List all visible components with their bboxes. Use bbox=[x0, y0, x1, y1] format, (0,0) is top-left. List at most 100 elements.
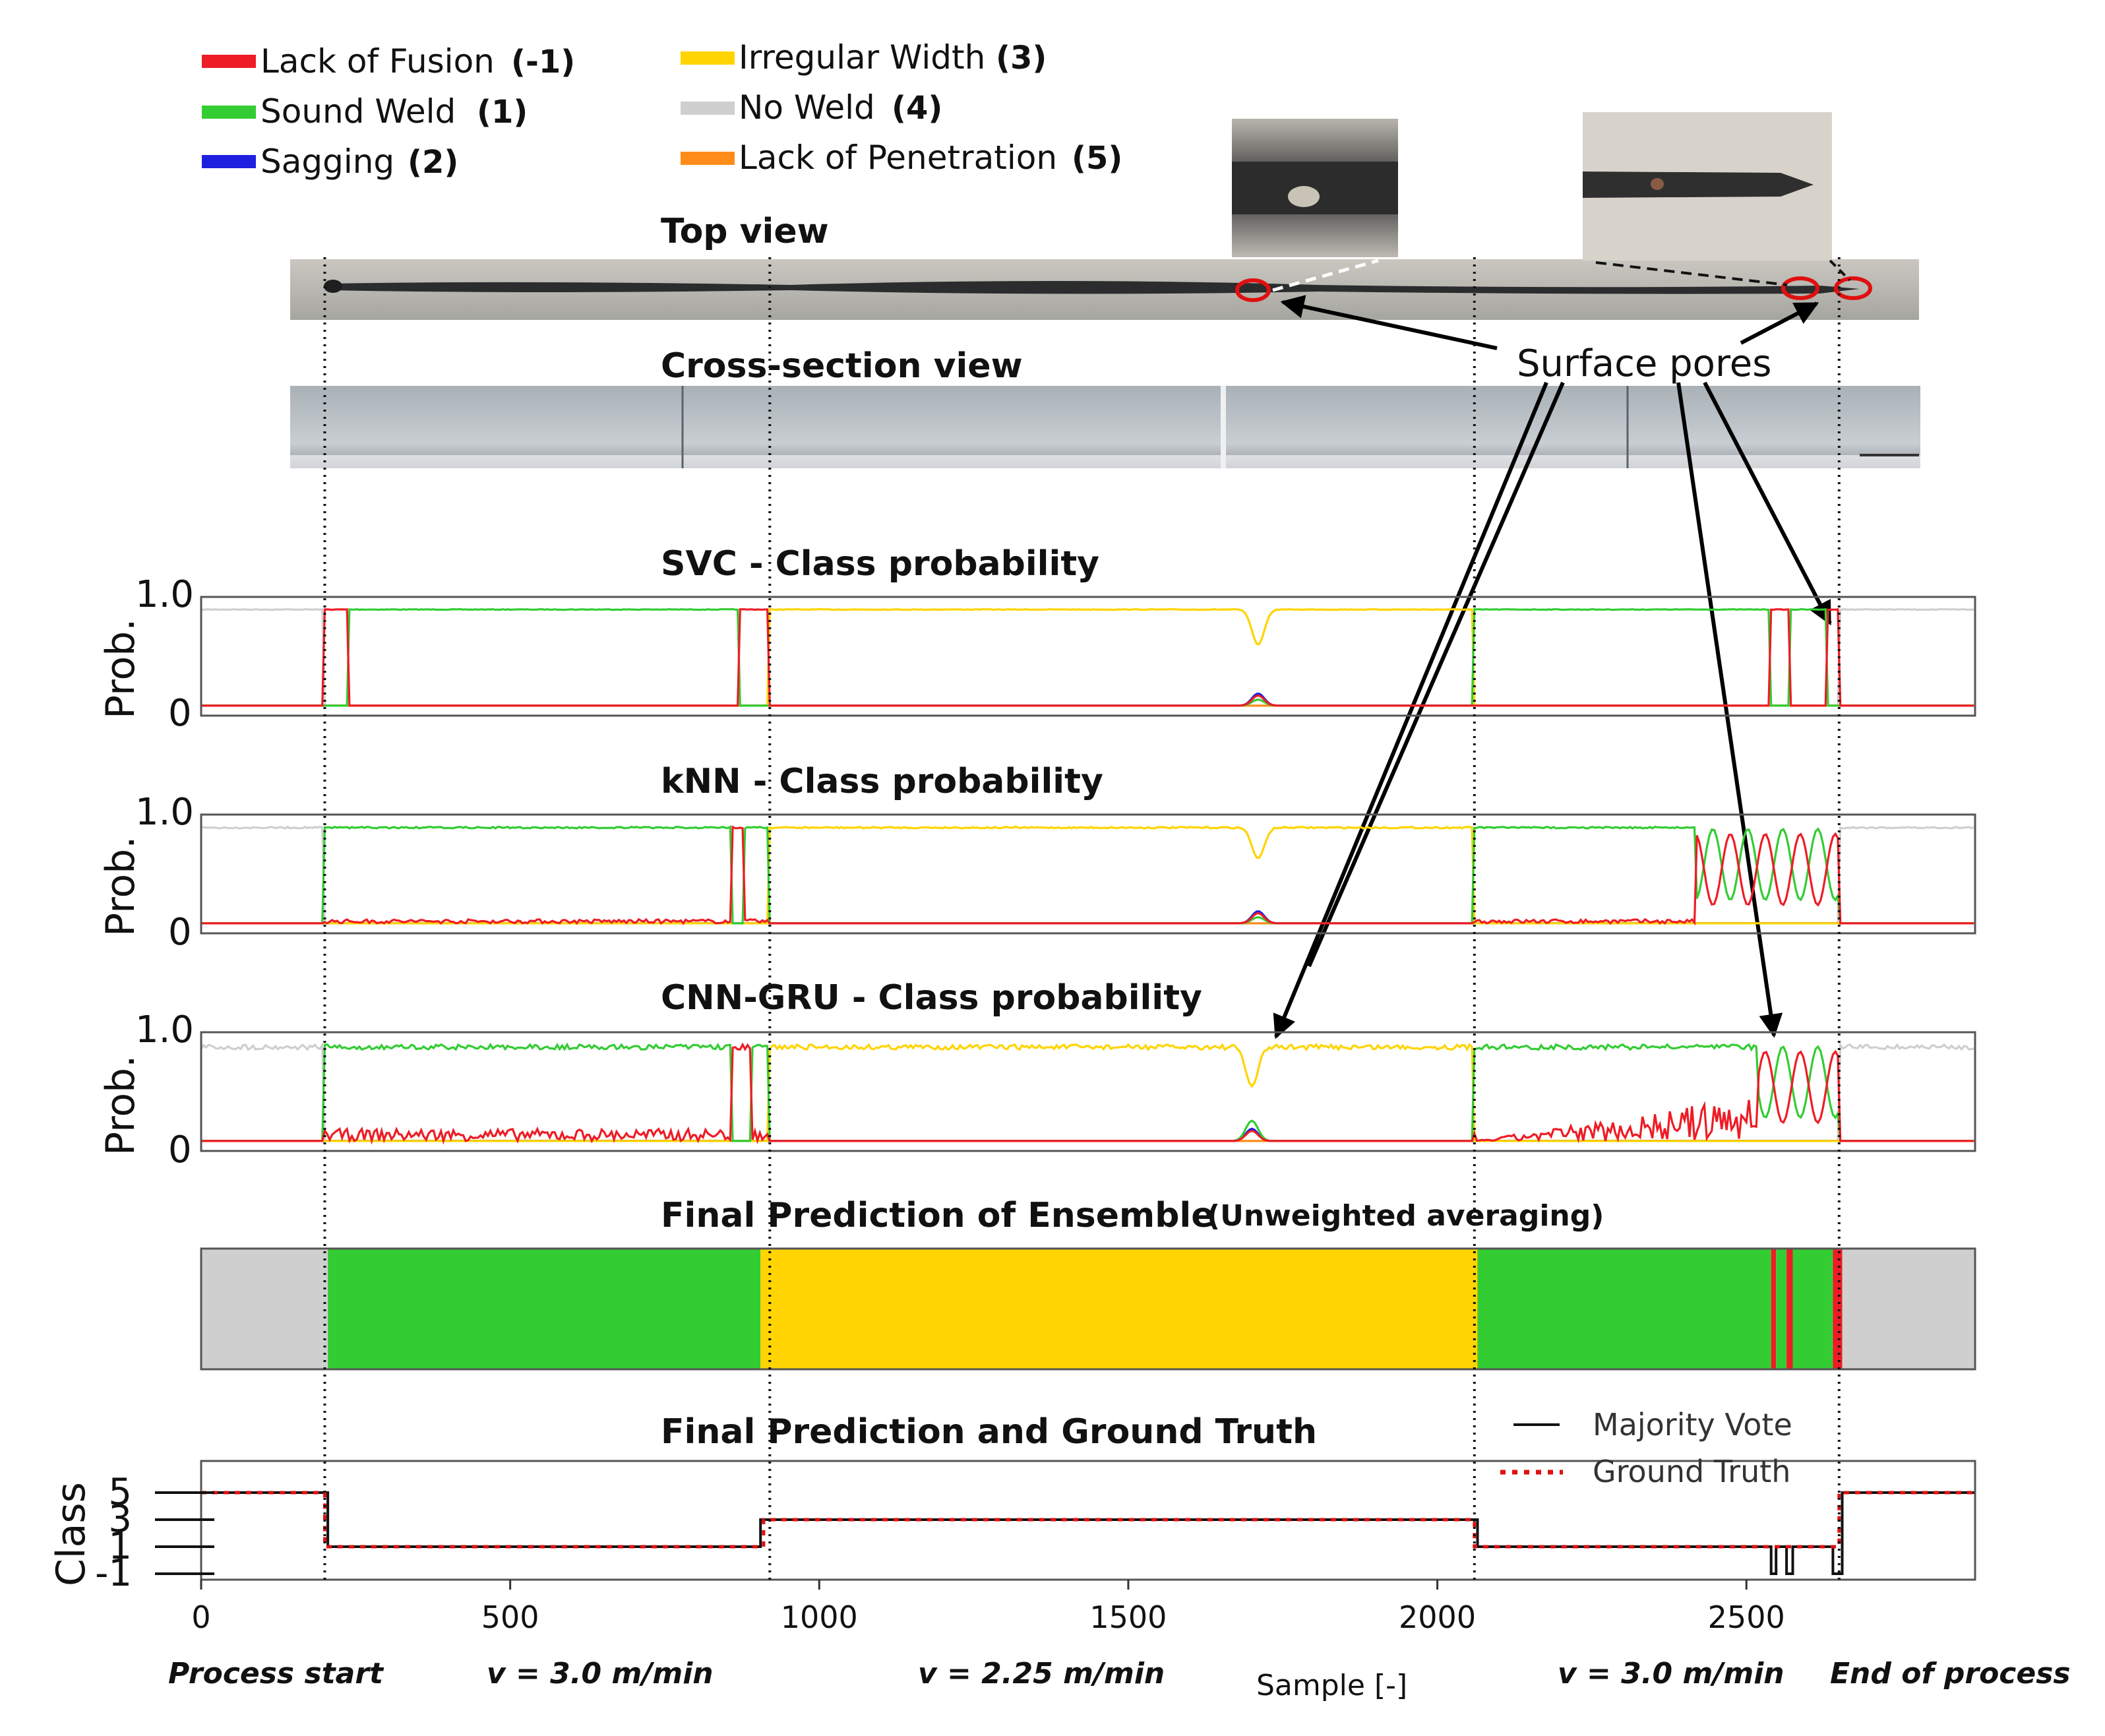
svc-panel: 1.0 0 Prob. bbox=[98, 573, 1976, 735]
svc-plot-area bbox=[200, 607, 1974, 707]
series-line-4 bbox=[200, 1041, 1974, 1142]
legend-item-irregular-width: Irregular Width (3) bbox=[681, 38, 1047, 77]
process-start-label: Process start bbox=[168, 1657, 384, 1690]
top-view-photo bbox=[290, 259, 1919, 320]
phase-boundaries bbox=[323, 257, 1841, 1583]
legend-item-lack-of-fusion: Lack of Fusion (-1) bbox=[202, 42, 575, 80]
legend-swatch bbox=[681, 152, 735, 165]
speed-3-label: v = 3.0 m/min bbox=[1558, 1657, 1785, 1690]
ensemble-frame bbox=[200, 1247, 1976, 1371]
callout-arrows bbox=[1273, 295, 1832, 1039]
series-line-m1 bbox=[201, 607, 1974, 707]
class-tick-label: 1 bbox=[108, 1525, 132, 1568]
x-tick-label: 1500 bbox=[1089, 1599, 1167, 1635]
legend-label: Irregular Width bbox=[739, 38, 985, 77]
legend-item-sound-weld: Sound Weld (1) bbox=[202, 92, 528, 131]
legend-code: (1) bbox=[477, 94, 528, 131]
series-line-3 bbox=[201, 1043, 1974, 1142]
ensemble-segment bbox=[1792, 1249, 1833, 1369]
ensemble-subtitle: (Unweighted averaging) bbox=[1207, 1199, 1604, 1233]
legend-label: Lack of Penetration bbox=[739, 139, 1057, 177]
series-line-m1 bbox=[201, 825, 1974, 926]
pore-marker-2 bbox=[1781, 276, 1819, 300]
knn-frame bbox=[200, 813, 1976, 935]
legend-code: (4) bbox=[892, 90, 942, 127]
svc-frame bbox=[200, 596, 1976, 717]
legend-label: Sound Weld bbox=[260, 92, 456, 131]
final-plot-area bbox=[201, 1491, 1975, 1575]
ytick-bottom: 0 bbox=[168, 1129, 192, 1171]
end-of-process-label: End of process bbox=[1830, 1657, 2071, 1690]
truth-label: Ground Truth bbox=[1593, 1454, 1790, 1489]
svc-ylabel: Prob. bbox=[98, 619, 144, 719]
cnn-gru-title: CNN-GRU - Class probability bbox=[661, 978, 1202, 1018]
series-line-1 bbox=[201, 607, 1974, 707]
legend-code: (3) bbox=[996, 40, 1047, 77]
x-axis: 0 500 1000 1500 2000 2500 bbox=[191, 1580, 1785, 1635]
series-line-1 bbox=[201, 1042, 1974, 1142]
x-tick-label: 0 bbox=[191, 1599, 210, 1635]
zoom-inset-1 bbox=[1232, 119, 1398, 292]
speed-2-label: v = 2.25 m/min bbox=[918, 1657, 1165, 1690]
class-tick-label: 5 bbox=[108, 1471, 132, 1514]
series-line-1 bbox=[201, 825, 1974, 925]
legend-item-sagging: Sagging (2) bbox=[202, 142, 458, 181]
legend-swatch bbox=[202, 55, 256, 68]
weld-seam-shape bbox=[330, 281, 1860, 294]
class-ticks: 531-1 bbox=[95, 1471, 214, 1595]
class-tick-label: -1 bbox=[95, 1552, 132, 1595]
ensemble-segment bbox=[1786, 1249, 1793, 1369]
ytick-bottom: 0 bbox=[168, 911, 192, 954]
legend-code: (5) bbox=[1072, 140, 1122, 177]
ensemble-segment bbox=[1477, 1249, 1771, 1369]
ensemble-title: Final Prediction of Ensemble bbox=[661, 1196, 1215, 1235]
ensemble-segment bbox=[1833, 1249, 1843, 1369]
ensemble-segment bbox=[1842, 1249, 1975, 1369]
speed-1-label: v = 3.0 m/min bbox=[487, 1657, 714, 1690]
legend-label: No Weld bbox=[739, 88, 875, 127]
ground-truth-line bbox=[201, 1491, 1975, 1549]
legend-code: (2) bbox=[408, 144, 458, 181]
knn-plot-area bbox=[200, 825, 1974, 926]
ensemble-segment bbox=[328, 1249, 761, 1369]
x-tick-label: 1000 bbox=[781, 1599, 858, 1635]
legend: Lack of Fusion (-1) Sound Weld (1) Saggi… bbox=[202, 38, 1122, 181]
legend-swatch bbox=[681, 51, 735, 65]
ensemble-strip bbox=[201, 1249, 1975, 1369]
cross-section-title: Cross-section view bbox=[661, 346, 1023, 386]
x-axis-label: Sample [-] bbox=[1256, 1669, 1407, 1702]
legend-item-lack-of-penetration: Lack of Penetration (5) bbox=[681, 139, 1122, 177]
final-title: Final Prediction and Ground Truth bbox=[661, 1412, 1317, 1452]
class-ylabel: Class bbox=[48, 1482, 94, 1586]
ensemble-segment bbox=[201, 1249, 328, 1369]
class-tick-label: 3 bbox=[108, 1498, 132, 1541]
cnn-gru-frame bbox=[200, 1031, 1976, 1152]
ytick-bottom: 0 bbox=[168, 692, 192, 735]
zoom-inset-2 bbox=[1583, 112, 1851, 286]
series-line-2 bbox=[201, 693, 1974, 707]
majority-label: Majority Vote bbox=[1593, 1407, 1792, 1442]
x-tick-label: 2500 bbox=[1708, 1599, 1785, 1635]
cnn-gru-plot-area bbox=[200, 1041, 1974, 1145]
legend-label: Sagging bbox=[260, 142, 394, 181]
ytick-top: 1.0 bbox=[135, 573, 194, 616]
x-tick-label: 2000 bbox=[1399, 1599, 1476, 1635]
legend-swatch bbox=[202, 106, 256, 119]
legend-item-no-weld: No Weld (4) bbox=[681, 88, 942, 127]
cnn-gru-ylabel: Prob. bbox=[98, 1055, 144, 1156]
legend-label: Lack of Fusion bbox=[260, 42, 495, 80]
surface-pores-callout: Surface pores bbox=[1517, 342, 1771, 385]
knn-panel: 1.0 0 Prob. bbox=[98, 791, 1976, 954]
ytick-top: 1.0 bbox=[135, 1008, 194, 1051]
ytick-top: 1.0 bbox=[135, 791, 194, 834]
cross-section-photo bbox=[290, 386, 1920, 495]
legend-swatch bbox=[202, 155, 256, 168]
series-line-4 bbox=[200, 607, 1974, 707]
pore-marker-1 bbox=[1235, 278, 1271, 302]
ensemble-segment bbox=[760, 1249, 1478, 1369]
legend-swatch bbox=[681, 102, 735, 115]
legend-code: (-1) bbox=[511, 44, 575, 80]
top-view-title: Top view bbox=[661, 212, 829, 251]
svc-title: SVC - Class probability bbox=[661, 544, 1099, 584]
